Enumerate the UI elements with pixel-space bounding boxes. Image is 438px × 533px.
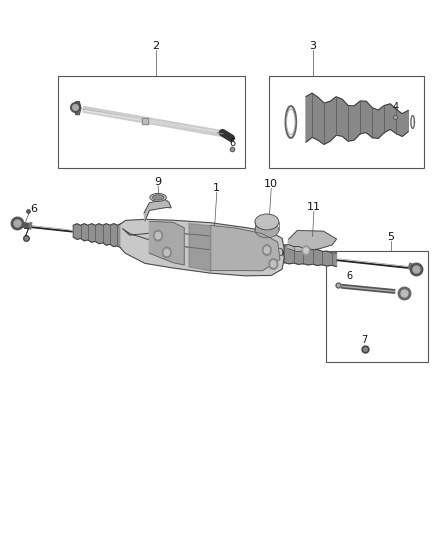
Polygon shape xyxy=(306,93,408,144)
Polygon shape xyxy=(284,245,336,266)
Bar xyxy=(58,76,245,168)
Text: 6: 6 xyxy=(229,138,235,148)
Text: 7: 7 xyxy=(362,335,368,345)
Ellipse shape xyxy=(152,195,164,200)
Polygon shape xyxy=(210,225,280,271)
Ellipse shape xyxy=(255,214,279,230)
Circle shape xyxy=(262,245,271,255)
Circle shape xyxy=(162,247,171,258)
Text: 9: 9 xyxy=(155,176,162,187)
Text: 1: 1 xyxy=(213,183,220,193)
Circle shape xyxy=(164,249,170,256)
Polygon shape xyxy=(144,199,171,221)
Text: 11: 11 xyxy=(307,202,321,212)
Circle shape xyxy=(264,247,269,253)
Polygon shape xyxy=(121,220,284,276)
Circle shape xyxy=(154,230,162,241)
Text: 7: 7 xyxy=(22,228,29,238)
Polygon shape xyxy=(74,102,81,115)
Circle shape xyxy=(271,261,276,267)
Text: 5: 5 xyxy=(388,232,394,243)
Ellipse shape xyxy=(255,222,279,238)
Bar xyxy=(325,251,428,362)
Text: 3: 3 xyxy=(309,42,316,52)
Text: 6: 6 xyxy=(30,204,37,214)
Polygon shape xyxy=(75,104,80,112)
Circle shape xyxy=(304,248,308,253)
Circle shape xyxy=(302,246,310,255)
Circle shape xyxy=(269,259,278,269)
Bar xyxy=(269,76,424,168)
Text: 2: 2 xyxy=(152,42,159,52)
Ellipse shape xyxy=(150,193,166,201)
Polygon shape xyxy=(288,230,336,252)
Text: 4: 4 xyxy=(392,102,398,112)
Text: 6: 6 xyxy=(346,271,353,280)
Polygon shape xyxy=(73,224,121,248)
Circle shape xyxy=(155,232,161,239)
Text: 10: 10 xyxy=(264,179,278,189)
Polygon shape xyxy=(149,221,184,265)
